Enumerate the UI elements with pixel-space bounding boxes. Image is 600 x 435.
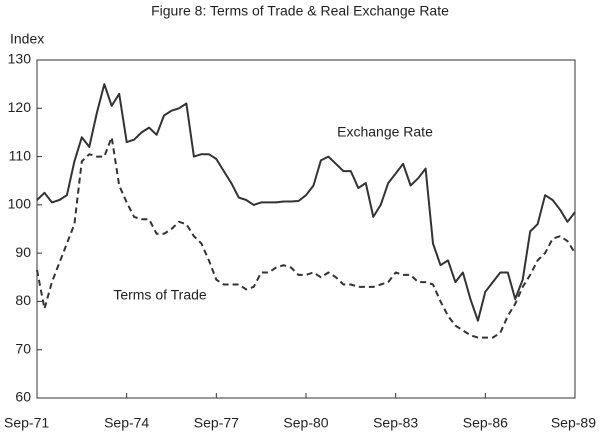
plot-frame bbox=[36, 59, 576, 399]
line-series bbox=[36, 136, 576, 339]
y-tick-label: 80 bbox=[15, 292, 31, 308]
x-tick-label: Sep-80 bbox=[283, 415, 328, 431]
series-label: Exchange Rate bbox=[337, 124, 433, 140]
chart-title: Figure 8: Terms of Trade & Real Exchange… bbox=[151, 3, 449, 19]
y-axis-label: Index bbox=[10, 31, 44, 47]
x-tick-label: Sep-86 bbox=[463, 415, 508, 431]
y-tick-label: 130 bbox=[8, 51, 32, 67]
x-tick-label: Sep-83 bbox=[373, 415, 418, 431]
y-tick-label: 120 bbox=[8, 99, 32, 115]
x-tick-label: Sep-71 bbox=[4, 415, 49, 431]
y-tick-label: 100 bbox=[8, 196, 32, 212]
y-tick-label: 90 bbox=[15, 244, 31, 260]
y-tick-label: 70 bbox=[15, 340, 31, 356]
y-tick-label: 110 bbox=[9, 147, 32, 163]
x-tick-label: Sep-89 bbox=[551, 415, 596, 431]
line-series bbox=[36, 83, 576, 322]
y-tick-label: 60 bbox=[15, 389, 31, 405]
x-tick-label: Sep-77 bbox=[194, 415, 239, 431]
series-label: Terms of Trade bbox=[113, 287, 207, 303]
x-tick-label: Sep-74 bbox=[104, 415, 149, 431]
